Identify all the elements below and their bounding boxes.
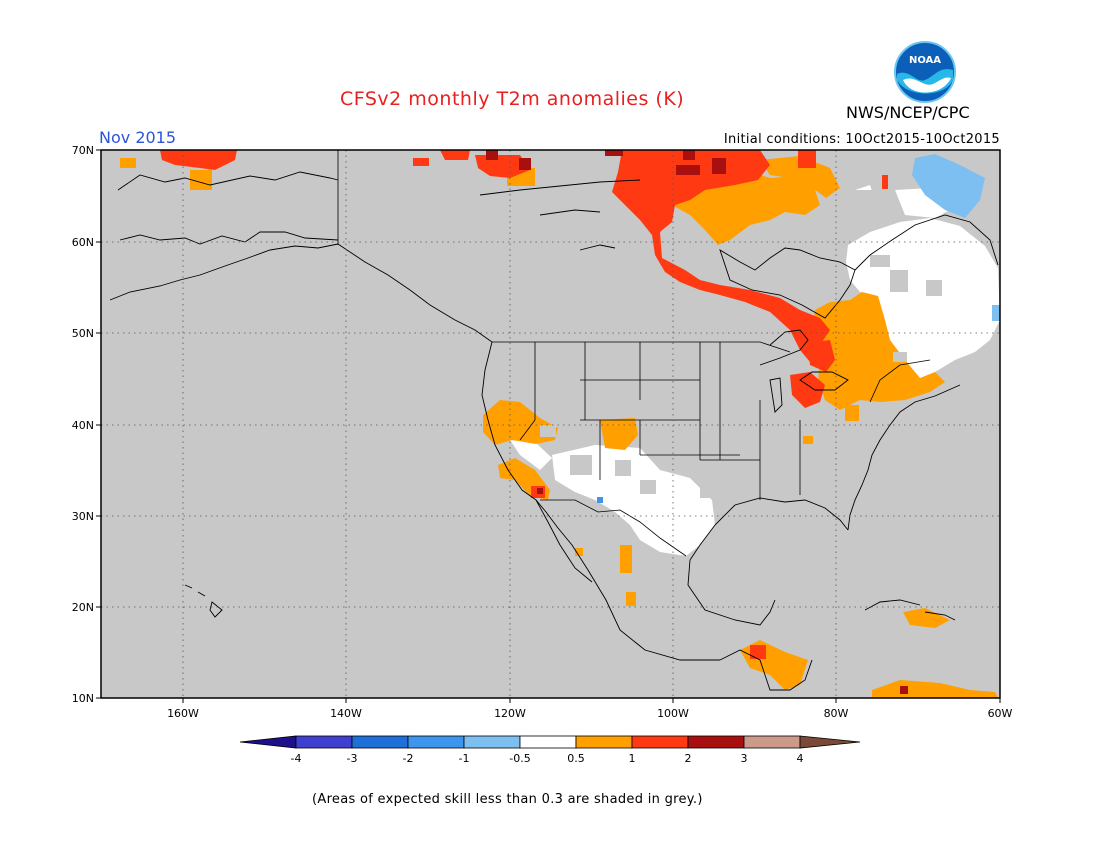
lon-label: 60W <box>988 707 1013 720</box>
tick-marks <box>96 149 1001 703</box>
lat-labels: 70N 60N 50N 40N 30N 20N 10N <box>72 144 94 705</box>
colorbar-left-arrow <box>239 735 297 749</box>
colorbar-label: 0.5 <box>567 752 585 765</box>
lon-labels: 160W 140W 120W 100W 80W 60W <box>167 707 1012 720</box>
colorbar-swatch <box>295 735 353 749</box>
very-strong-warm-anomaly-region <box>486 150 908 694</box>
coastlines <box>109 171 999 691</box>
agency-label: NWS/NCEP/CPC <box>846 103 970 122</box>
colorbar-label: -2 <box>403 752 414 765</box>
colorbar-swatch <box>743 735 801 749</box>
colorbar-label: -4 <box>291 752 302 765</box>
lat-label: 40N <box>72 419 94 432</box>
lat-label: 70N <box>72 144 94 157</box>
colorbar-label: -3 <box>347 752 358 765</box>
colorbar-label: -0.5 <box>509 752 530 765</box>
colorbar-label: 2 <box>685 752 692 765</box>
colorbar-swatch <box>407 735 465 749</box>
colorbar-labels: -4 -3 -2 -1 -0.5 0.5 1 2 3 4 <box>291 752 804 765</box>
lon-label: 100W <box>657 707 689 720</box>
colorbar-label: 4 <box>797 752 804 765</box>
valid-month: Nov 2015 <box>99 128 177 147</box>
colorbar-swatch <box>631 735 689 749</box>
colorbar-label: 1 <box>629 752 636 765</box>
lat-label: 20N <box>72 601 94 614</box>
skill-footnote: (Areas of expected skill less than 0.3 a… <box>312 792 703 807</box>
lon-label: 80W <box>824 707 849 720</box>
lat-label: 10N <box>72 692 94 705</box>
lat-label: 50N <box>72 327 94 340</box>
colorbar-right-arrow <box>799 735 861 749</box>
lat-label: 60N <box>72 236 94 249</box>
colorbar-label: -1 <box>459 752 470 765</box>
low-skill-patches <box>540 190 942 498</box>
lon-label: 120W <box>494 707 526 720</box>
colorbar-label: 3 <box>741 752 748 765</box>
colorbar-swatch <box>575 735 633 749</box>
political-borders <box>337 150 931 557</box>
map-title: CFSv2 monthly T2m anomalies (K) <box>340 88 685 110</box>
noaa-logo-text: NOAA <box>909 55 941 66</box>
lat-label: 30N <box>72 510 94 523</box>
colorbar-swatch <box>463 735 521 749</box>
colorbar <box>239 735 861 749</box>
lon-label: 140W <box>330 707 362 720</box>
noaa-logo: NOAA <box>894 41 956 103</box>
map-frame <box>100 149 1001 699</box>
graticule <box>101 150 1000 698</box>
lon-label: 160W <box>167 707 199 720</box>
colorbar-swatch <box>687 735 745 749</box>
colorbar-swatch <box>351 735 409 749</box>
colorbar-swatch <box>519 735 577 749</box>
initial-conditions: Initial conditions: 10Oct2015-10Oct2015 <box>723 132 1000 147</box>
cold-anomaly-region <box>597 154 1000 503</box>
strong-warm-anomaly-region <box>160 150 888 659</box>
